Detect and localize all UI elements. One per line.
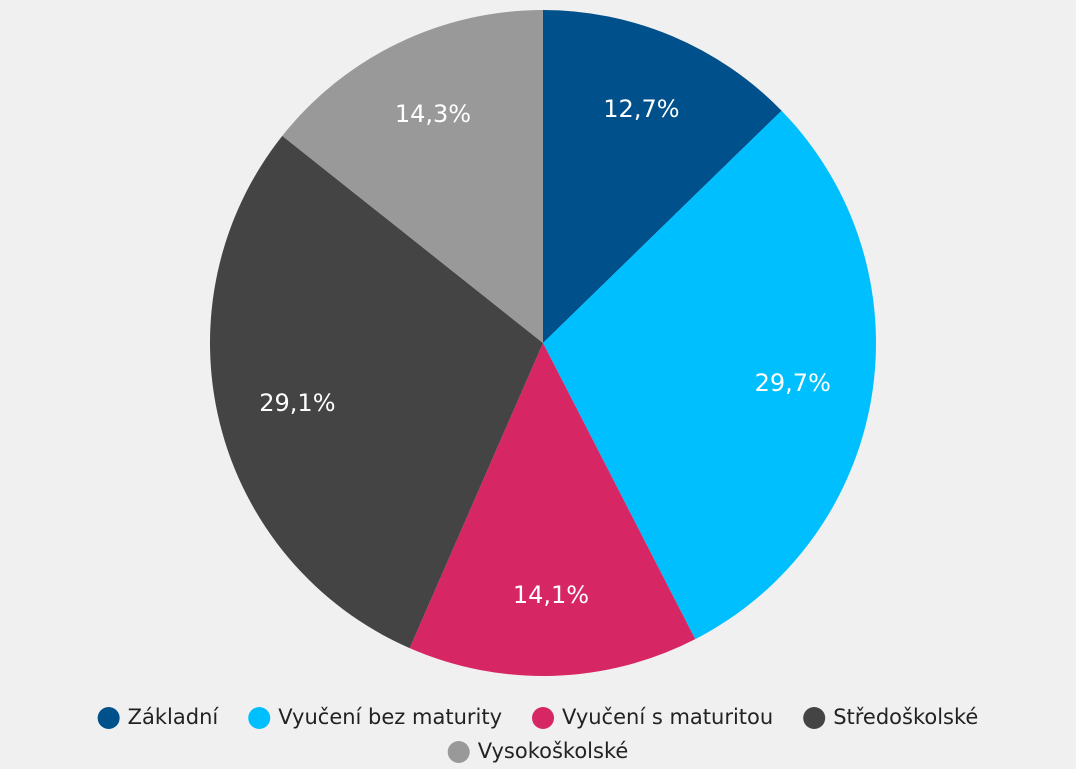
legend-swatch [248,707,271,729]
pie-slice [543,10,782,343]
slice-label: 14,1% [513,581,589,609]
legend-label: Vysokoškolské [478,739,629,763]
slice-label: 14,3% [395,100,471,128]
pie-slice [409,343,696,676]
legend-label: Základní [128,705,220,729]
legend-swatch [803,707,826,729]
legend-label: Vyučení s maturitou [562,705,773,729]
legend-label: Středoškolské [833,705,978,729]
legend-swatch [532,707,555,729]
pie-slice [282,10,543,343]
pie-slice [543,110,877,640]
slice-label: 29,7% [755,369,831,397]
pie-slice [209,135,543,649]
legend-label: Vyučení bez maturity [278,705,502,729]
legend-swatch [97,707,120,729]
legend-swatch [447,741,470,763]
slice-label: 12,7% [603,95,679,123]
slice-label: 29,1% [259,389,335,417]
